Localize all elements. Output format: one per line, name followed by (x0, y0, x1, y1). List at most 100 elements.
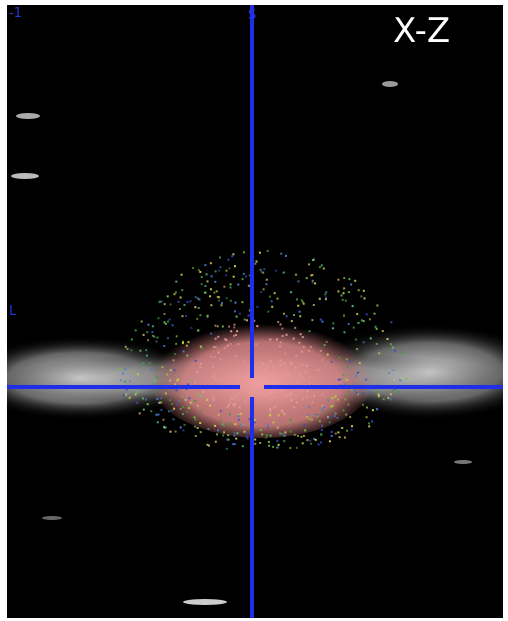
point (289, 362, 291, 364)
point (172, 324, 174, 326)
point (218, 270, 220, 272)
point (223, 431, 225, 433)
point (122, 373, 124, 375)
point (309, 376, 311, 378)
point (237, 284, 239, 286)
point (197, 393, 199, 395)
point (214, 281, 216, 283)
point (253, 387, 255, 389)
point (301, 299, 303, 301)
point (347, 404, 349, 406)
point (207, 444, 209, 446)
point (194, 426, 196, 428)
point (285, 255, 287, 257)
point (320, 319, 322, 321)
point (206, 399, 208, 401)
point (405, 378, 407, 380)
point (230, 283, 232, 285)
point (221, 302, 223, 304)
image-viewport: -1 S L X-Z (0, 0, 508, 621)
point (297, 305, 299, 307)
point (362, 404, 364, 406)
point (195, 435, 197, 437)
point (278, 414, 280, 416)
point (271, 300, 273, 302)
point (256, 261, 258, 263)
point (293, 406, 295, 408)
point (234, 423, 236, 425)
point (244, 319, 246, 321)
point (225, 389, 227, 391)
point (160, 301, 162, 303)
point (299, 315, 301, 317)
point (147, 403, 149, 405)
point (137, 391, 139, 393)
point (173, 359, 175, 361)
point (284, 431, 286, 433)
point (249, 392, 251, 394)
point (313, 395, 315, 397)
point (268, 392, 270, 394)
point (262, 379, 264, 381)
point (192, 267, 194, 269)
point (308, 263, 310, 265)
point (346, 358, 348, 360)
point (353, 327, 355, 329)
point (129, 380, 131, 382)
point (320, 442, 322, 444)
point (259, 252, 261, 254)
point (223, 286, 225, 288)
point (197, 330, 199, 332)
point (332, 322, 334, 324)
point (337, 431, 339, 433)
point (254, 443, 256, 445)
point (168, 410, 170, 412)
point (275, 270, 277, 272)
point (382, 330, 384, 332)
point (185, 411, 187, 413)
point (220, 410, 222, 412)
point (307, 414, 309, 416)
point (267, 426, 269, 428)
point (234, 432, 236, 434)
point (204, 264, 206, 266)
point (283, 434, 285, 436)
point (180, 297, 182, 299)
point (329, 421, 331, 423)
point (280, 341, 282, 343)
point (213, 346, 215, 348)
image-background (7, 5, 503, 618)
point (326, 341, 328, 343)
point (213, 292, 215, 294)
point (261, 434, 263, 436)
point (348, 278, 350, 280)
point (171, 410, 173, 412)
point (245, 379, 247, 381)
point (283, 313, 285, 315)
point (269, 410, 271, 412)
point (303, 346, 305, 348)
point (176, 404, 178, 406)
point (300, 436, 302, 438)
point (267, 365, 269, 367)
point (127, 348, 129, 350)
point (356, 313, 358, 315)
point (290, 393, 292, 395)
point (218, 352, 220, 354)
point (233, 405, 235, 407)
point (148, 324, 150, 326)
point (347, 394, 349, 396)
point (365, 379, 367, 381)
point (254, 263, 256, 265)
point (378, 352, 380, 354)
point (329, 440, 331, 442)
point (215, 441, 217, 443)
point (309, 440, 311, 442)
point (165, 393, 167, 395)
point (235, 438, 237, 440)
point (161, 366, 163, 368)
point (299, 311, 301, 313)
point (346, 430, 348, 432)
point (330, 397, 332, 399)
point (262, 377, 264, 379)
